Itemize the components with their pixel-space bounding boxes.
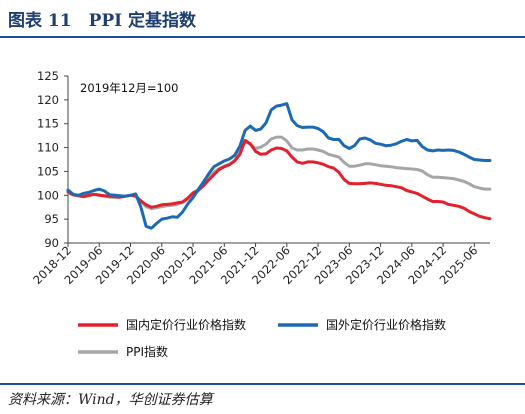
y-tick-label: 95 [44, 212, 59, 226]
legend-label: 国外定价行业价格指数 [326, 317, 446, 332]
series-line-2 [66, 102, 492, 230]
y-tick-label: 125 [37, 69, 59, 83]
y-tick-label: 105 [37, 164, 59, 178]
chart-series-lines [66, 102, 492, 230]
chart-axes: 90951001051101151201252018-122019-062019… [30, 69, 490, 287]
series-line-1 [66, 138, 492, 221]
y-tick-label: 115 [37, 117, 59, 131]
title-rule [0, 36, 525, 38]
y-tick-label: 110 [37, 141, 59, 155]
y-tick-label: 100 [37, 188, 59, 202]
chart-legend: 国内定价行业价格指数 国外定价行业价格指数 PPI指数 [78, 317, 446, 359]
y-tick-label: 90 [44, 236, 59, 250]
y-tick-label: 120 [37, 93, 59, 107]
figure-title: 图表 11 PPI 定基指数 [8, 11, 197, 31]
source-note: 资料来源：Wind，华创证券估算 [8, 392, 213, 408]
ppi-index-chart: 90951001051101151201252018-122019-062019… [30, 69, 492, 359]
legend-label: PPI指数 [126, 344, 168, 359]
chart-annotation: 2019年12月=100 [80, 81, 179, 95]
legend-label: 国内定价行业价格指数 [126, 317, 246, 332]
source-rule [0, 383, 525, 385]
